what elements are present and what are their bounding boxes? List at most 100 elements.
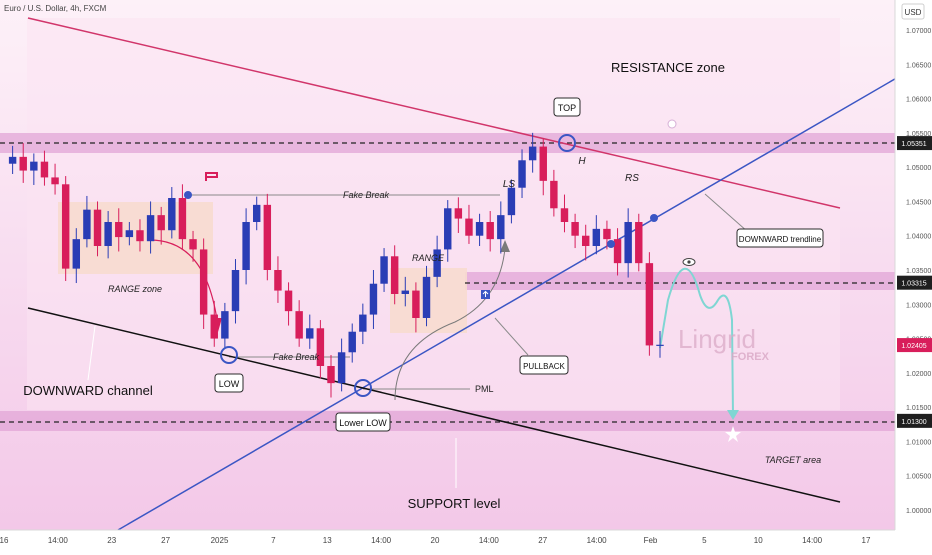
candle-body [72, 239, 81, 269]
y-tick-label: 1.03000 [906, 302, 931, 309]
x-tick-label: 23 [107, 536, 116, 545]
candle-body [168, 198, 176, 231]
range-label: RANGE [412, 253, 445, 263]
x-tick-label: 16 [0, 536, 9, 545]
price-label-bg [897, 136, 932, 151]
x-axis-ticks: 16 14:00 23 27 2025 7 13 14:00 20 14:00 27 14:00 Feb… [0, 536, 871, 545]
lower-low-label: Lower LOW [339, 418, 387, 428]
y-tick-label: 1.05500 [906, 131, 931, 138]
projection-arrowhead [727, 410, 739, 420]
candle-body [93, 209, 102, 246]
range-zone-box [58, 202, 213, 274]
candle-body [51, 177, 59, 185]
price-label-bg [897, 413, 932, 428]
candle-body [528, 146, 537, 161]
y-axis-ticks: 1.07000 1.06500 1.06000 1.05500 1.05000 1.045… [906, 28, 931, 515]
pml-arrowhead [500, 240, 510, 252]
candle-body [465, 218, 473, 236]
resistance-zone-band [0, 133, 895, 153]
downward-channel-label: DOWNWARD channel [23, 383, 153, 398]
price-label: 1.01300 [901, 419, 926, 426]
candle-body [497, 215, 505, 240]
candle-body [284, 290, 293, 312]
candle-body [380, 256, 388, 284]
target-area-label: TARGET area [765, 455, 821, 465]
channel-pointer-line [87, 325, 96, 381]
projection-path [659, 267, 734, 417]
candle-body [231, 270, 240, 312]
candle-body [242, 222, 250, 270]
candle-body [539, 146, 547, 181]
currency-label: USD [905, 8, 922, 17]
x-tick-label: 7 [271, 536, 276, 545]
candle-body [624, 222, 632, 264]
candle-body [337, 352, 346, 384]
x-tick-label: 14:00 [587, 536, 608, 545]
candle-body [263, 204, 272, 270]
lower-low-circle-marker [354, 379, 372, 397]
candle-body [475, 222, 484, 236]
candle-body [592, 228, 601, 246]
low-label: LOW [219, 379, 240, 389]
fake-break-label-2: Fake Break [273, 352, 320, 362]
rs-label: RS [625, 173, 639, 184]
candle-body [571, 222, 579, 236]
top-label-box: TOP [553, 97, 581, 117]
y-tick-label: 1.04000 [906, 234, 931, 241]
fake-break-label-1: Fake Break [343, 190, 390, 200]
candle-body [136, 230, 144, 242]
candle-body [8, 156, 17, 164]
y-tick-label: 1.07000 [906, 28, 931, 35]
candle-body [61, 184, 70, 269]
price-label-bg [897, 275, 932, 290]
candle-body [30, 161, 38, 171]
support-level-label: SUPPORT level [408, 496, 501, 511]
candle-body [210, 314, 218, 339]
y-tick-label: 1.06500 [906, 62, 931, 69]
pullback-label: PULLBACK [523, 362, 565, 371]
y-tick-label: 1.00500 [906, 474, 931, 481]
y-tick-label: 1.02000 [906, 371, 931, 378]
currency-badge [901, 3, 925, 20]
fake-break-dot [184, 191, 192, 199]
x-tick-label: 10 [754, 536, 763, 545]
lower-low-label-box: Lower LOW [335, 412, 391, 432]
x-tick-label: 2025 [211, 536, 229, 545]
downward-trendline-label: DOWNWARD trendline [739, 235, 822, 244]
x-tick-label: 14:00 [48, 536, 69, 545]
candle-body [359, 314, 367, 332]
candle-body [581, 235, 590, 246]
candle-body [444, 208, 452, 250]
candle-body [295, 311, 303, 339]
candle-body [104, 222, 112, 246]
x-tick-label: 14:00 [371, 536, 392, 545]
top-circle-marker [558, 134, 576, 152]
candle-body [507, 187, 516, 216]
eye-icon-pupil [687, 260, 691, 264]
candle-body [401, 290, 410, 294]
candle-body [19, 156, 27, 171]
candle-body [316, 328, 325, 366]
candle-body [306, 328, 314, 339]
candle-body [199, 249, 208, 315]
y-tick-label: 1.00000 [906, 508, 931, 515]
candle-body [433, 249, 441, 277]
resistance-trendline [27, 17, 841, 209]
x-tick-label: Feb [644, 536, 658, 545]
y-tick-label: 1.06000 [906, 97, 931, 104]
candle-body [274, 270, 282, 291]
y-tick-label: 1.03500 [906, 268, 931, 275]
pullback-pointer-line [494, 317, 529, 356]
top-label: TOP [558, 103, 576, 113]
y-tick-label: 1.01500 [906, 405, 931, 412]
y-tick-label: 1.01000 [906, 439, 931, 446]
x-tick-label: 13 [323, 536, 332, 545]
breakout-zone-band [465, 272, 895, 290]
x-tick-label: 27 [161, 536, 170, 545]
candle-body [613, 239, 622, 264]
pml-arrow [394, 247, 506, 401]
x-tick-label: 17 [862, 536, 871, 545]
candle-body [146, 215, 155, 242]
